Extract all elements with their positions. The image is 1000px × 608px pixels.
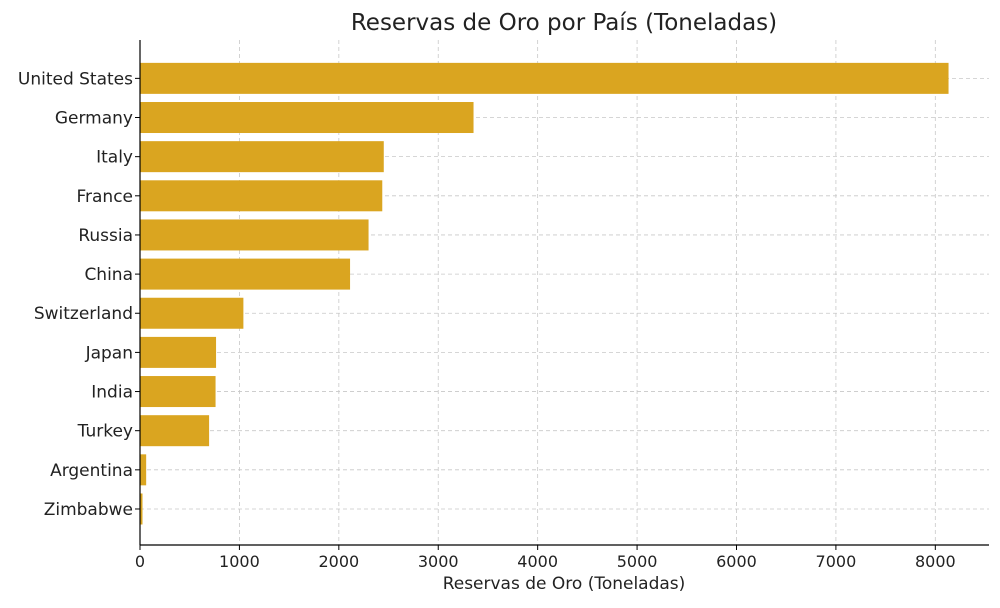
y-tick-label: Japan: [85, 343, 133, 363]
bar-germany: [140, 102, 474, 134]
bar-italy: [140, 141, 384, 173]
x-tick-label: 3000: [418, 552, 459, 571]
bar-united-states: [140, 62, 949, 94]
bar-zimbabwe: [140, 493, 143, 525]
x-tick-label: 2000: [318, 552, 359, 571]
bar-china: [140, 258, 351, 290]
x-axis-label: Reservas de Oro (Toneladas): [443, 574, 686, 594]
y-tick-label: United States: [18, 69, 133, 89]
bar-india: [140, 376, 216, 408]
x-tick-label: 0: [135, 552, 145, 571]
bar-japan: [140, 336, 217, 368]
y-tick-label: Switzerland: [34, 304, 133, 324]
bar-turkey: [140, 415, 210, 447]
bar-france: [140, 180, 383, 212]
x-tick-label: 8000: [915, 552, 956, 571]
x-tick-label: 4000: [517, 552, 558, 571]
y-tick-label: Argentina: [50, 461, 133, 481]
x-tick-label: 1000: [219, 552, 260, 571]
y-tick-label: Germany: [55, 109, 133, 129]
y-tick-label: Zimbabwe: [44, 500, 133, 520]
bar-argentina: [140, 454, 147, 486]
y-tick-label: Turkey: [77, 422, 133, 442]
y-tick-label: France: [76, 187, 133, 207]
bar-russia: [140, 219, 369, 251]
y-tick-label: Italy: [96, 148, 133, 168]
y-tick-label: China: [84, 265, 133, 285]
bar-switzerland: [140, 297, 244, 329]
y-tick-label: Russia: [78, 226, 133, 246]
x-tick-label: 5000: [617, 552, 658, 571]
y-tick-label: India: [91, 383, 133, 403]
chart-title: Reservas de Oro por País (Toneladas): [351, 10, 777, 36]
x-tick-label: 7000: [816, 552, 857, 571]
x-tick-label: 6000: [716, 552, 757, 571]
